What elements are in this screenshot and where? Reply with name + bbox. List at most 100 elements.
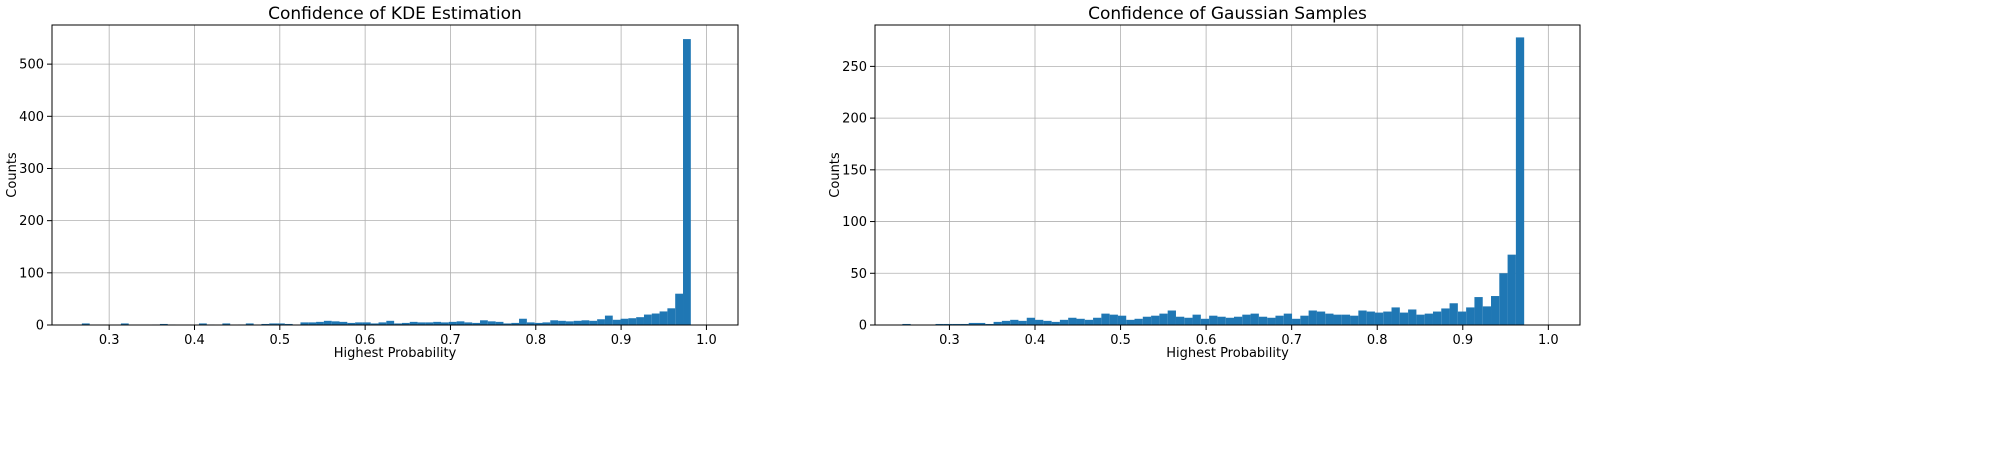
histogram-bar xyxy=(1432,311,1442,325)
histogram-bar xyxy=(1001,320,1011,325)
x-axis-label: Highest Probability xyxy=(334,346,457,361)
histogram-bar xyxy=(1134,318,1143,325)
histogram-bar xyxy=(1457,311,1467,325)
histogram-bar xyxy=(651,313,660,325)
y-tick-label: 150 xyxy=(842,163,867,178)
histogram-bar xyxy=(261,323,270,325)
histogram-bar xyxy=(550,320,559,325)
histogram-bar xyxy=(1059,319,1069,325)
y-tick-label: 500 xyxy=(19,58,44,73)
histogram-bar xyxy=(222,323,231,325)
histogram-bar xyxy=(1242,314,1251,325)
x-tick-label: 0.3 xyxy=(939,333,960,348)
histogram-bar xyxy=(245,323,254,325)
histogram-bar xyxy=(643,314,652,325)
histogram-bar xyxy=(636,317,644,325)
histogram-bar xyxy=(433,321,441,325)
histogram-bar xyxy=(1184,317,1193,325)
histogram-bar xyxy=(331,321,340,325)
kde-histogram-panel: Confidence of KDE Estimation Highest Pro… xyxy=(5,4,739,361)
histogram-bar xyxy=(464,322,473,325)
histogram-bar xyxy=(1499,273,1508,325)
histogram-bar xyxy=(316,321,324,325)
histogram-bar xyxy=(943,323,953,325)
x-tick-label: 0.4 xyxy=(1025,333,1046,348)
y-tick-label: 400 xyxy=(19,110,44,125)
histogram-bar xyxy=(456,321,465,325)
histogram-bar xyxy=(1151,315,1160,325)
plot-frame xyxy=(874,24,1581,326)
x-axis-label: Highest Probability xyxy=(1166,346,1289,361)
histogram-bar xyxy=(604,315,613,325)
histogram-bar xyxy=(362,322,371,325)
histogram-bar xyxy=(1350,315,1359,325)
histogram-bar xyxy=(1093,317,1102,325)
x-tick-label: 0.8 xyxy=(1367,333,1388,348)
x-tick-label: 0.7 xyxy=(1281,333,1302,348)
histogram-bar xyxy=(495,321,504,325)
histogram-bar xyxy=(1084,319,1094,325)
grid xyxy=(875,25,1580,326)
x-tick-label: 0.4 xyxy=(184,333,205,348)
histogram-bar xyxy=(1234,316,1243,325)
histogram-bar xyxy=(487,321,496,325)
x-tick-label: 0.6 xyxy=(1196,333,1217,348)
histogram-bar xyxy=(1449,303,1458,325)
chart-title: Confidence of Gaussian Samples xyxy=(1088,4,1367,24)
histogram-bar xyxy=(667,308,676,325)
histogram-bar xyxy=(339,321,348,325)
histogram-bar xyxy=(985,323,994,325)
chart-title: Confidence of KDE Estimation xyxy=(268,4,522,24)
bars xyxy=(81,39,691,326)
histogram-bar xyxy=(378,322,387,325)
histogram-bar xyxy=(1515,37,1525,326)
histogram-bar xyxy=(269,323,278,325)
histogram-bar xyxy=(1043,320,1052,325)
histogram-bar xyxy=(1391,307,1400,325)
histogram-bar xyxy=(347,322,356,325)
x-tick-label: 0.7 xyxy=(440,333,461,348)
histogram-bar xyxy=(300,322,309,325)
histogram-bar xyxy=(355,322,363,325)
histogram-bar xyxy=(503,323,512,325)
x-tick-label: 0.5 xyxy=(269,333,290,348)
x-tick-label: 1.0 xyxy=(696,333,717,348)
histogram-bar xyxy=(1250,313,1259,325)
histogram-bar xyxy=(1035,319,1044,325)
x-tick-label: 0.9 xyxy=(611,333,632,348)
y-tick-label: 300 xyxy=(19,162,44,177)
histogram-bar xyxy=(425,322,434,325)
histogram-bar xyxy=(1383,311,1392,325)
histogram-bar xyxy=(519,318,527,325)
histogram-bar xyxy=(1010,319,1019,325)
y-tick-label: 0 xyxy=(36,319,44,334)
histogram-bar xyxy=(902,323,911,325)
histogram-bar xyxy=(401,322,410,325)
histogram-bar xyxy=(1300,315,1309,325)
histogram-bar xyxy=(1482,306,1492,325)
histogram-bar xyxy=(1159,313,1168,325)
histogram-bar xyxy=(1341,314,1351,325)
histogram-bar xyxy=(1267,317,1276,325)
y-tick-label: 250 xyxy=(842,60,867,75)
histogram-bar xyxy=(1366,311,1375,325)
histogram-bar xyxy=(440,322,449,325)
histogram-bar xyxy=(935,323,944,325)
histogram-bar xyxy=(472,322,481,325)
histogram-bar xyxy=(565,321,574,325)
x-tick-label: 0.8 xyxy=(525,333,546,348)
histogram-bar xyxy=(542,322,551,325)
histogram-bar xyxy=(1416,314,1425,325)
histogram-bar xyxy=(1358,310,1367,325)
histogram-bar xyxy=(370,323,379,325)
histogram-bar xyxy=(526,322,535,325)
histogram-bar xyxy=(198,323,207,325)
y-tick-label: 100 xyxy=(842,215,867,230)
histogram-bar xyxy=(409,321,418,325)
histogram-bar xyxy=(1466,307,1475,325)
histogram-bar xyxy=(1275,315,1284,325)
histogram-bar xyxy=(612,319,621,325)
histogram-bar xyxy=(597,319,605,325)
histogram-bar xyxy=(675,293,684,325)
